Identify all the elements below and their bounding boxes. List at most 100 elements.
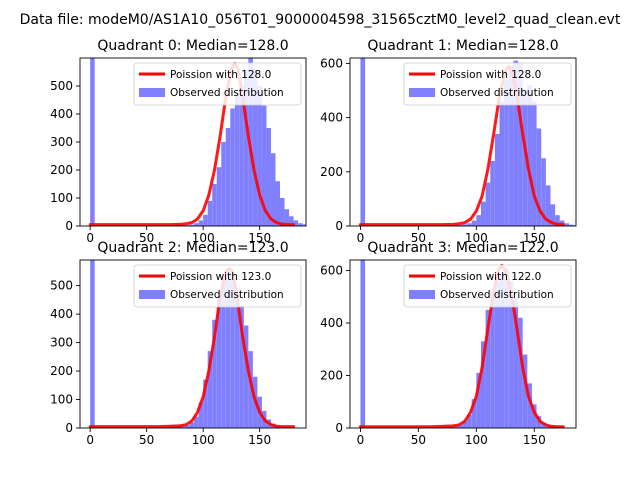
chart-quadrant-2: 0 50 100 150 0 100 200 300 400 500 Quadrant 2: Med… bbox=[50, 240, 307, 447]
histogram-bar bbox=[518, 317, 523, 428]
x-tick-label: 50 bbox=[139, 231, 154, 245]
plot-area bbox=[88, 58, 306, 226]
histogram-bar bbox=[212, 319, 217, 428]
poisson-fit-line bbox=[358, 263, 565, 428]
x-tick-label: 50 bbox=[139, 433, 154, 447]
subplot-title: Quadrant 0: Median=128.0 bbox=[97, 38, 288, 54]
histogram-bar bbox=[360, 260, 366, 428]
histogram-bar bbox=[467, 223, 472, 226]
histogram-bar bbox=[541, 422, 546, 428]
histogram-bar bbox=[284, 209, 290, 226]
legend-hist-label: Observed distribution bbox=[440, 289, 554, 301]
x-tick-label: 50 bbox=[411, 433, 426, 447]
legend: Poission with 128.0 Observed distribution bbox=[133, 62, 302, 106]
histogram-bar bbox=[234, 294, 240, 428]
plot-area bbox=[358, 260, 565, 428]
y-tick-label: 100 bbox=[50, 191, 73, 205]
histogram-bar bbox=[480, 201, 486, 226]
histogram-bar bbox=[185, 425, 190, 428]
histogram-bar bbox=[194, 223, 199, 226]
histogram-bar bbox=[248, 351, 253, 428]
histogram-bar bbox=[261, 105, 267, 226]
histogram-bar bbox=[531, 101, 537, 226]
axes-frame bbox=[79, 259, 307, 429]
legend-hist-swatch bbox=[139, 290, 165, 299]
x-tick-label: 150 bbox=[523, 231, 546, 245]
histogram-bar bbox=[257, 86, 262, 226]
histogram-bar bbox=[216, 167, 222, 226]
histogram-bar bbox=[485, 309, 491, 428]
histogram-bar bbox=[545, 185, 551, 226]
histogram-bar bbox=[221, 279, 226, 428]
histogram-bar bbox=[480, 341, 486, 428]
x-tick-label: 100 bbox=[465, 433, 488, 447]
histogram-bar bbox=[527, 85, 532, 226]
histogram-bar bbox=[476, 372, 481, 428]
histogram-bar bbox=[522, 90, 528, 226]
legend-fit-label: Poission with 123.0 bbox=[170, 271, 271, 283]
subplot-title: Quadrant 2: Median=123.0 bbox=[97, 240, 288, 256]
y-tick-label: 200 bbox=[50, 163, 73, 177]
legend-hist-label: Observed distribution bbox=[170, 289, 284, 301]
histogram-bar bbox=[522, 354, 528, 428]
y-tick-label: 500 bbox=[50, 79, 73, 93]
legend: Poission with 122.0 Observed distribution bbox=[403, 264, 572, 308]
histogram-bar bbox=[90, 58, 95, 226]
histogram-bar bbox=[494, 133, 500, 226]
y-tick-label: 400 bbox=[320, 111, 343, 125]
histogram-bar bbox=[513, 60, 519, 226]
x-tick-label: 150 bbox=[248, 231, 271, 245]
histogram-bar bbox=[457, 424, 463, 428]
histogram-bar bbox=[216, 297, 222, 428]
plot-area bbox=[88, 260, 296, 428]
y-tick-label: 200 bbox=[320, 165, 343, 179]
histogram-bar bbox=[207, 351, 213, 428]
histogram-bar bbox=[289, 216, 294, 226]
histogram-bar bbox=[360, 58, 366, 226]
subplot-title: Quadrant 3: Median=122.0 bbox=[367, 240, 558, 256]
legend: Poission with 123.0 Observed distribution bbox=[133, 264, 302, 308]
histogram-bar bbox=[275, 181, 281, 226]
histogram-bar bbox=[298, 223, 303, 226]
histogram-bar bbox=[513, 296, 519, 428]
x-tick-label: 100 bbox=[465, 231, 488, 245]
histogram-bar bbox=[198, 220, 204, 226]
x-tick-label: 150 bbox=[523, 433, 546, 447]
histogram-bar bbox=[225, 268, 231, 428]
x-tick-label: 50 bbox=[411, 231, 426, 245]
legend: Poission with 128.0 Observed distribution bbox=[403, 62, 572, 106]
y-tick-label: 600 bbox=[320, 56, 343, 70]
histogram-bar bbox=[527, 383, 532, 428]
histogram-bar bbox=[531, 404, 537, 428]
histogram-bar bbox=[270, 153, 276, 226]
x-tick-label: 100 bbox=[192, 433, 215, 447]
legend-hist-swatch bbox=[409, 290, 435, 299]
poisson-fit-line bbox=[88, 62, 296, 226]
histogram-bar bbox=[243, 325, 249, 428]
legend-fit-label: Poission with 128.0 bbox=[170, 69, 271, 81]
chart-quadrant-1: 0 50 100 150 0 200 400 600 Quadrant 1: Median=12… bbox=[320, 38, 577, 245]
histogram-bar bbox=[490, 291, 495, 428]
subplot-title: Quadrant 1: Median=128.0 bbox=[367, 38, 558, 54]
figure-suptitle: Data file: modeM0/AS1A10_056T01_90000045… bbox=[20, 12, 621, 28]
legend-hist-swatch bbox=[409, 88, 435, 97]
poisson-fit-line bbox=[88, 267, 296, 428]
x-tick-label: 100 bbox=[192, 231, 215, 245]
legend-box bbox=[403, 264, 572, 308]
histogram-bar bbox=[499, 273, 505, 428]
histogram-bar bbox=[234, 94, 240, 226]
legend-box bbox=[133, 264, 302, 308]
histogram-bar bbox=[550, 204, 556, 226]
histogram-bar bbox=[90, 260, 95, 428]
histogram-bar bbox=[302, 224, 306, 226]
histogram-bar bbox=[198, 402, 204, 428]
histogram-bar bbox=[239, 305, 244, 428]
y-tick-label: 400 bbox=[320, 316, 343, 330]
histogram-bar bbox=[471, 399, 477, 428]
y-tick-label: 300 bbox=[50, 135, 73, 149]
histogram-bar bbox=[230, 108, 235, 226]
y-tick-label: 600 bbox=[320, 264, 343, 278]
histogram-bar bbox=[293, 220, 299, 226]
y-tick-label: 500 bbox=[50, 279, 73, 293]
